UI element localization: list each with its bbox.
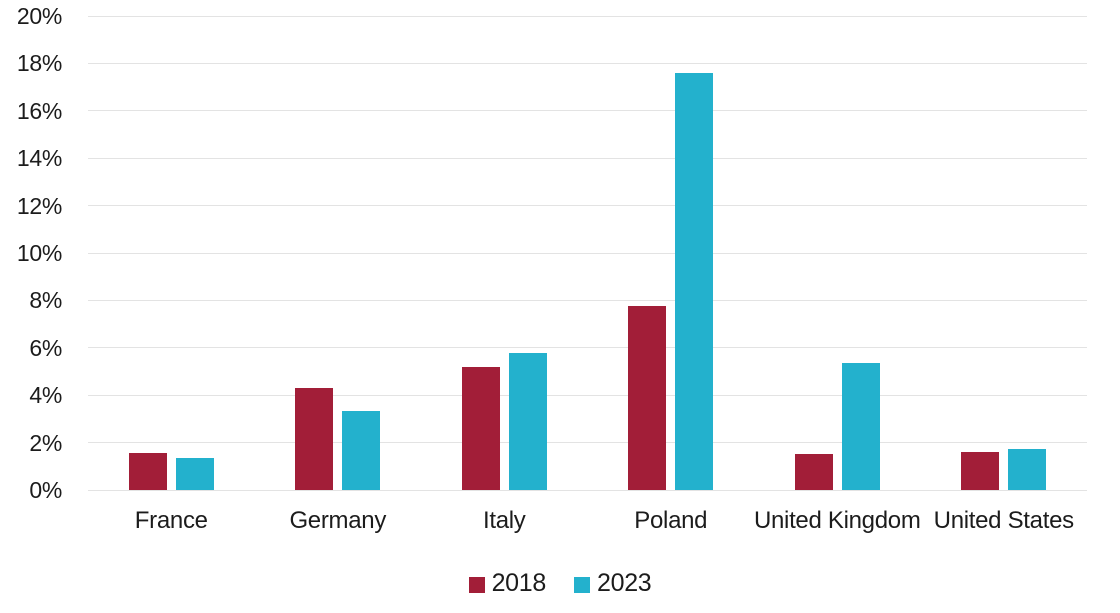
y-axis-tick-label: 20% (16, 3, 62, 29)
x-axis-category-label: Italy (482, 507, 526, 534)
y-axis-tick-label: 8% (29, 287, 62, 314)
bar-2023-poland (675, 72, 714, 490)
gridline (88, 157, 1087, 159)
bar-2018-italy (461, 366, 500, 490)
legend-swatch-icon (574, 577, 590, 593)
plot-area (88, 15, 1087, 491)
gridline (88, 394, 1087, 396)
bar-2018-united-kingdom (794, 454, 833, 490)
y-axis-tick-label: 10% (16, 240, 62, 266)
bar-2018-france (128, 453, 167, 490)
legend-label: 2023 (597, 569, 652, 597)
x-axis-category-label: United States (933, 507, 1074, 534)
gridline (88, 347, 1087, 349)
legend: 2018 2023 (0, 569, 1120, 598)
bar-2018-germany (295, 388, 334, 490)
gridline (88, 299, 1087, 301)
x-axis-category-label: Poland (634, 507, 708, 534)
y-axis-tick-label: 6% (29, 334, 62, 361)
legend-item-2018: 2018 (468, 569, 547, 598)
legend-item-2023: 2023 (574, 569, 652, 598)
bar-2018-united-states (961, 452, 1000, 490)
gridline (88, 205, 1087, 207)
gridline (88, 442, 1087, 444)
gridline (88, 252, 1087, 254)
bar-2023-united-kingdom (841, 363, 880, 490)
y-axis-tick-label: 2% (29, 429, 62, 456)
y-axis-tick-label: 18% (16, 50, 62, 77)
y-axis-tick-label: 12% (16, 192, 62, 219)
gridline (88, 489, 1087, 491)
bar-2023-italy (508, 352, 547, 490)
gridline (88, 110, 1087, 112)
x-axis-category-label: France (134, 507, 208, 534)
x-axis-category-label: Germany (289, 507, 387, 534)
bar-2023-france (175, 458, 214, 490)
gridline (88, 62, 1087, 64)
y-axis-tick-label: 16% (16, 97, 62, 124)
x-axis-category-label: United Kingdom (753, 507, 921, 534)
bar-2023-united-states (1008, 448, 1047, 490)
bar-2023-germany (342, 410, 381, 490)
y-axis-tick-label: 4% (29, 382, 62, 409)
y-axis-tick-label: 14% (16, 145, 62, 172)
legend-swatch-icon (468, 577, 485, 593)
gridline (88, 15, 1087, 17)
bar-2018-poland (628, 306, 667, 490)
y-axis-tick-label: 0% (29, 477, 62, 503)
legend-label: 2018 (491, 569, 547, 597)
